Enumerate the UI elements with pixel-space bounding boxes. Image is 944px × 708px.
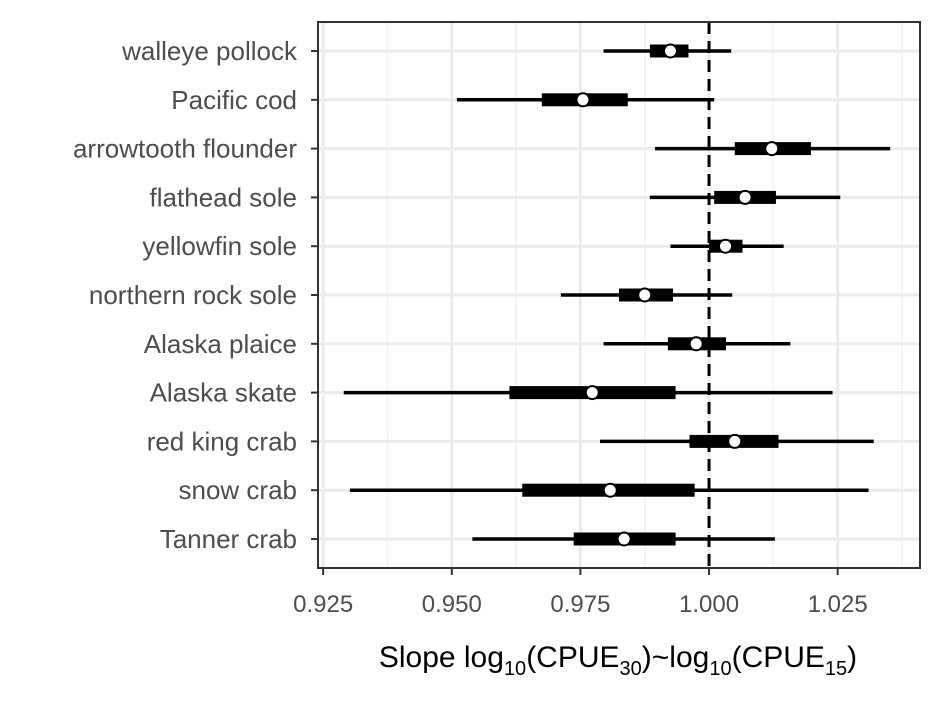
median-point (688, 336, 704, 352)
x-tick-label: 0.925 (293, 591, 353, 618)
x-axis-title-arg1: (CPUE (526, 641, 619, 674)
median-point (637, 287, 653, 303)
estimate-marks (343, 43, 891, 547)
category-label: yellowfin sole (142, 231, 297, 261)
category-label: Tanner crab (160, 524, 297, 554)
x-tick-labels: 0.925 0.950 0.975 1.000 1.025 (293, 591, 868, 618)
category-label: Alaska plaice (144, 329, 297, 359)
median-point (584, 385, 600, 401)
x-axis-title-mid: )~log (642, 641, 710, 674)
x-axis-title: Slope log10(CPUE30)~log10(CPUE15) (379, 641, 857, 680)
median-point (575, 92, 591, 108)
x-axis-title-arg2: (CPUE (732, 641, 825, 674)
x-axis-title-sub1: 10 (504, 658, 526, 680)
median-point (737, 189, 753, 205)
median-point (662, 43, 678, 59)
x-tick-label: 1.025 (808, 591, 868, 618)
category-label: flathead sole (150, 182, 297, 212)
median-point (764, 141, 780, 157)
category-label: arrowtooth flounder (73, 134, 297, 164)
x-axis-title-sub2: 30 (620, 658, 642, 680)
category-label: walleye pollock (121, 36, 298, 66)
x-tick-label: 0.950 (422, 591, 482, 618)
x-tick-label: 1.000 (679, 591, 739, 618)
category-label: snow crab (179, 475, 298, 505)
x-axis-title-close: ) (847, 641, 857, 674)
x-axis-title-sub3: 10 (709, 658, 731, 680)
x-tick-label: 0.975 (550, 591, 610, 618)
median-point (727, 433, 743, 449)
category-label: red king crab (147, 426, 297, 456)
x-axis-title-sub4: 15 (825, 658, 847, 680)
x-axis-title-base: Slope log (379, 641, 504, 674)
median-point (718, 238, 734, 254)
median-point (616, 531, 632, 547)
category-label: northern rock sole (89, 280, 297, 310)
axis-ticks (311, 50, 839, 575)
category-labels: walleye pollock Pacific cod arrowtooth flo… (73, 36, 298, 554)
category-label: Alaska skate (150, 378, 297, 408)
category-label: Pacific cod (171, 85, 297, 115)
median-point (602, 482, 618, 498)
